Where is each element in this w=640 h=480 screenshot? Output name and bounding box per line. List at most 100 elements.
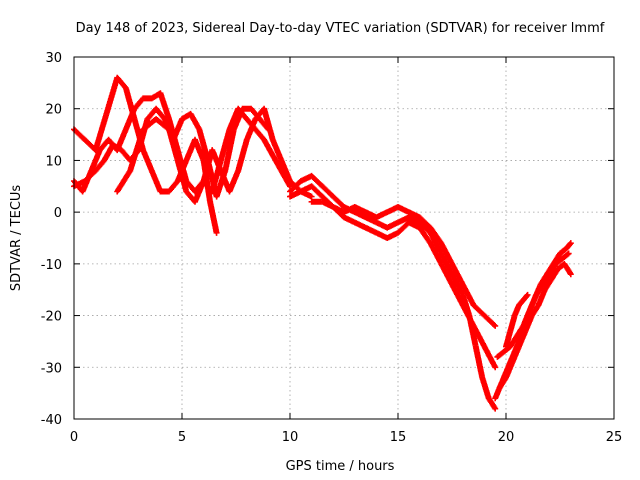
data-marker-run — [92, 158, 107, 174]
y-tick-label: 20 — [45, 103, 62, 118]
data-marker — [308, 193, 315, 200]
data-marker-run — [166, 126, 181, 162]
data-marker-run — [449, 260, 466, 287]
data-marker-run — [503, 360, 515, 381]
data-marker-run — [114, 74, 128, 90]
y-tick-label: -10 — [41, 258, 62, 273]
data-marker-run — [140, 147, 155, 173]
data-marker-run — [230, 107, 245, 133]
series-arc-3 — [71, 105, 272, 200]
y-axis-label: SDTVAR / TECUs — [9, 185, 24, 292]
data-marker-run — [153, 105, 167, 121]
data-marker-run — [226, 107, 241, 133]
data-marker-run — [140, 117, 158, 133]
data-marker-run — [92, 112, 109, 154]
data-marker-run — [192, 136, 206, 162]
x-axis-label: GPS time / hours — [286, 459, 395, 474]
data-marker-run — [269, 136, 284, 162]
data-marker-run — [520, 292, 530, 304]
y-tick-label: -30 — [41, 361, 62, 376]
data-marker-run — [308, 172, 325, 189]
x-tick-label: 5 — [178, 430, 186, 445]
data-marker-run — [438, 250, 455, 276]
series-arc-10 — [496, 260, 574, 391]
data-marker — [492, 364, 499, 371]
data-marker-run — [209, 147, 224, 173]
chart-title: Day 148 of 2023, Sidereal Day-to-day VTE… — [76, 21, 605, 36]
data-marker-run — [157, 90, 172, 121]
series-arc-11 — [503, 291, 531, 350]
x-tick-label: 20 — [498, 430, 515, 445]
y-tick-label: 0 — [54, 206, 62, 221]
data-marker-run — [122, 107, 137, 133]
data-marker-run — [222, 127, 237, 174]
data-marker-run — [559, 251, 571, 262]
data-marker-run — [148, 167, 163, 194]
y-tick-label: -40 — [41, 413, 62, 428]
data-marker-run — [427, 224, 444, 245]
y-tick-label: 10 — [45, 154, 62, 169]
data-marker — [492, 322, 499, 329]
data-marker-run — [319, 183, 336, 199]
data-marker — [565, 250, 572, 257]
data-marker-run — [395, 220, 411, 236]
data-marker-run — [516, 329, 528, 350]
data-marker-run — [416, 224, 433, 245]
series-arc-9 — [494, 250, 572, 360]
data-marker-run — [269, 152, 284, 173]
x-tick-label: 25 — [606, 430, 623, 445]
series-arc-7 — [308, 198, 499, 329]
y-tick-label: 30 — [45, 51, 62, 66]
data-marker-run — [226, 169, 241, 195]
data-marker-run — [81, 168, 98, 185]
data-marker-run — [166, 179, 180, 195]
data-points — [71, 74, 574, 412]
data-marker-run — [459, 281, 476, 307]
data-marker-run — [427, 240, 444, 266]
data-marker-run — [509, 345, 522, 366]
data-marker-run — [459, 302, 476, 328]
data-marker-run — [103, 76, 120, 117]
data-marker-run — [563, 241, 573, 252]
data-marker-run — [127, 127, 146, 174]
plot-frame — [73, 56, 615, 420]
data-marker-run — [526, 293, 539, 314]
data-marker-run — [522, 314, 535, 335]
data-marker — [567, 240, 574, 247]
data-marker-run — [252, 126, 267, 142]
data-marker-run — [481, 312, 498, 328]
data-marker-run — [449, 281, 466, 307]
data-marker-run — [207, 198, 220, 235]
data-marker-run — [528, 303, 541, 319]
data-marker-run — [416, 219, 433, 235]
data-marker-run — [235, 138, 250, 174]
data-marker-run — [101, 143, 116, 164]
data-marker-run — [243, 117, 258, 143]
series-arc-6 — [287, 183, 499, 371]
series-arc-1 — [71, 74, 220, 236]
data-marker-run — [287, 179, 303, 195]
data-marker — [492, 405, 499, 412]
data-marker-run — [278, 157, 293, 183]
data-marker-run — [481, 343, 498, 369]
series-arc-4 — [114, 105, 315, 205]
data-marker-run — [192, 179, 206, 205]
x-tick-label: 10 — [282, 430, 299, 445]
data-marker — [567, 271, 574, 278]
data-marker — [287, 183, 293, 190]
data-marker-run — [438, 260, 455, 287]
data-marker-run — [485, 395, 498, 411]
data-marker-run — [261, 136, 275, 157]
data-marker-run — [470, 302, 487, 318]
data-marker — [524, 291, 531, 298]
data-marker-run — [479, 374, 492, 400]
data-marker-run — [114, 169, 133, 195]
data-marker-run — [308, 183, 325, 199]
data-marker-run — [520, 308, 533, 329]
data-marker-run — [500, 344, 513, 355]
data-marker-run — [88, 148, 103, 174]
data-marker — [213, 229, 220, 236]
x-tick-label: 15 — [390, 430, 407, 445]
data-marker-run — [472, 343, 485, 380]
data-marker-run — [494, 349, 506, 360]
